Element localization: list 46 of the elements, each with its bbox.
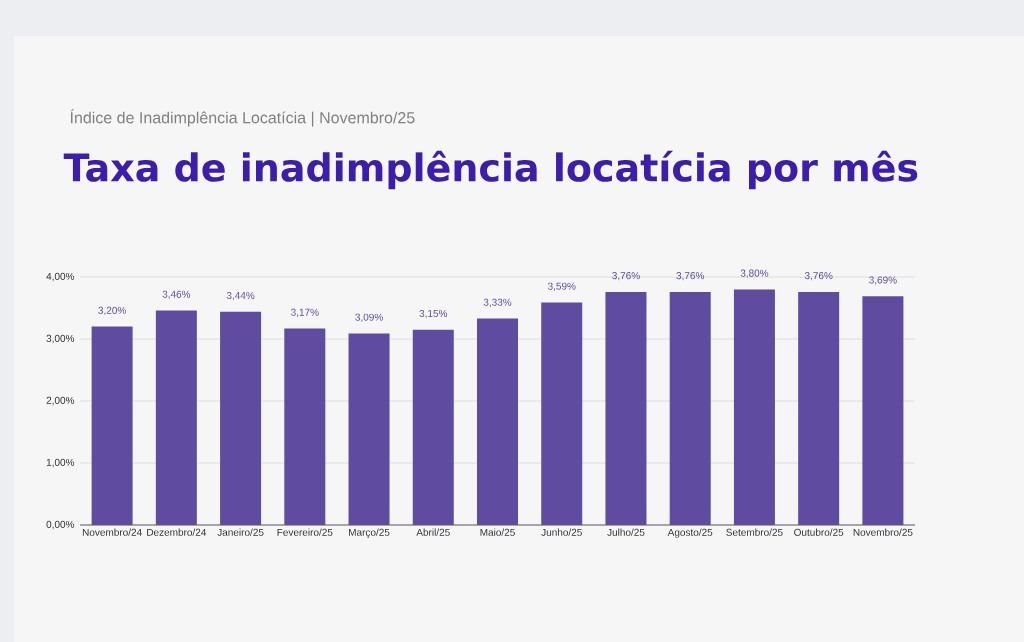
data-label: 3,76% — [804, 272, 833, 281]
x-tick-label: Julho/25 — [607, 528, 645, 536]
bar — [155, 310, 197, 525]
bar — [412, 329, 454, 525]
bar — [477, 318, 519, 525]
x-tick-label: Agosto/25 — [667, 528, 713, 538]
y-tick-label: 0,00% — [46, 520, 75, 530]
data-label: 3,20% — [98, 306, 126, 316]
data-label: 3,76% — [676, 272, 705, 281]
data-label: 3,33% — [483, 298, 512, 308]
bar — [798, 291, 840, 525]
y-tick-label: 1,00% — [46, 458, 75, 468]
data-label: 3,76% — [612, 272, 640, 281]
bar — [669, 291, 711, 525]
x-tick-label: Maio/25 — [480, 528, 515, 536]
data-label: 3,44% — [226, 291, 255, 301]
data-label: 3,80% — [740, 269, 769, 278]
bar — [91, 326, 133, 525]
x-tick-label: Outubro/25 — [794, 528, 844, 536]
x-tick-label: Fevereiro/25 — [277, 528, 333, 536]
chart-subtitle: Índice de Inadimplência Locatícia | Novembro/25 — [70, 109, 415, 127]
bar — [220, 311, 262, 525]
x-tick-label: Junho/25 — [541, 528, 582, 536]
bar — [284, 328, 326, 525]
bar — [605, 291, 647, 525]
bar — [348, 333, 390, 525]
y-tick-label: 3,00% — [46, 334, 75, 344]
chart-title: Taxa de inadimplência locatícia por mês — [63, 150, 918, 190]
bar — [733, 289, 775, 525]
x-tick-label: Dezembro/24 — [147, 528, 207, 536]
x-tick-label: Novembro/24 — [82, 528, 142, 536]
x-tick-label: Setembro/25 — [726, 528, 783, 536]
x-tick-label: Novembro/25 — [853, 528, 913, 536]
y-tick-label: 2,00% — [46, 396, 75, 406]
data-label: 3,15% — [419, 309, 448, 319]
data-label: 3,17% — [291, 308, 319, 317]
data-label: 3,46% — [162, 290, 191, 299]
x-tick-label: Janeiro/25 — [217, 528, 264, 536]
bar — [862, 296, 904, 525]
x-tick-label: Abril/25 — [416, 528, 450, 536]
data-label: 3,59% — [547, 282, 576, 291]
data-label: 3,69% — [869, 276, 897, 285]
data-label: 3,09% — [355, 313, 383, 322]
y-tick-label: 4,00% — [46, 272, 75, 282]
x-tick-label: Março/25 — [349, 528, 390, 538]
bar — [541, 302, 583, 525]
